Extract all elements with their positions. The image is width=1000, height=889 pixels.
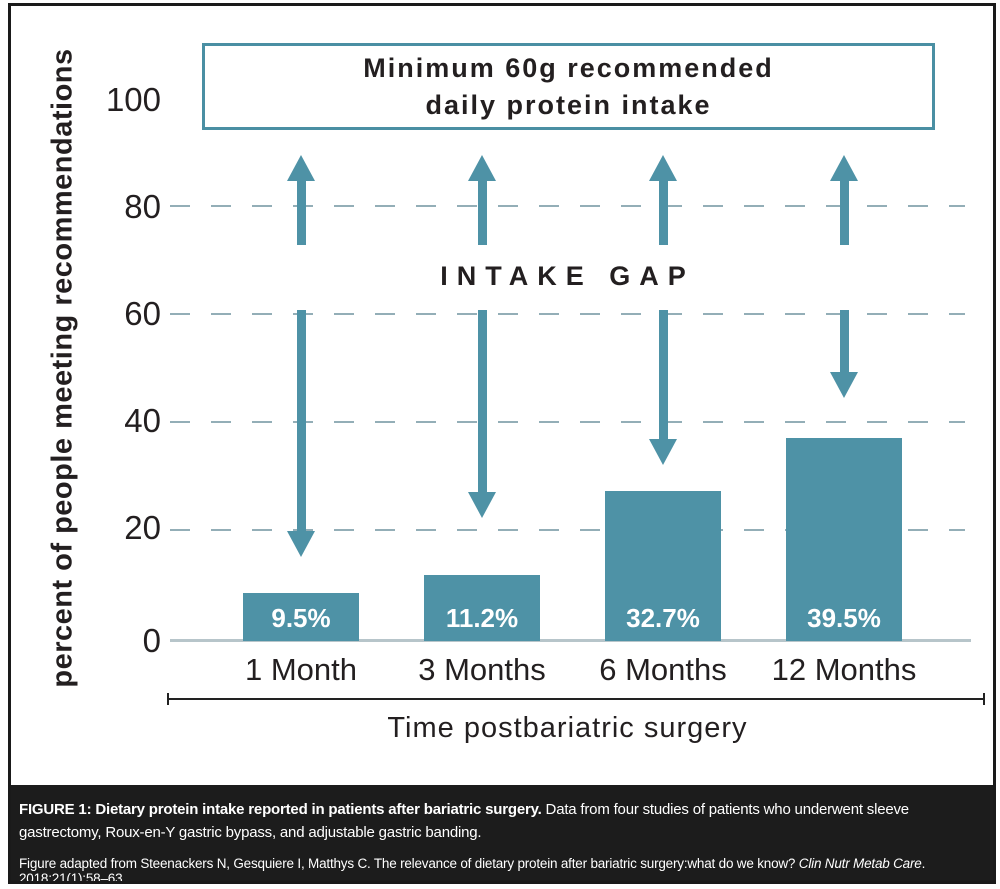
caption-line-2-prefix: Figure adapted from Steenackers N, Gesqu… [19, 855, 799, 871]
bar-6-months: 32.7% [605, 491, 721, 641]
up-arrow-shaft [839, 178, 849, 245]
bar-3-months: 11.2% [424, 575, 540, 641]
x-axis-bracket [167, 698, 985, 700]
recommendation-box-line2: daily protein intake [425, 89, 712, 120]
bar-value-label: 9.5% [271, 603, 331, 633]
down-arrow-icon [649, 439, 677, 465]
up-arrow-icon [287, 155, 315, 181]
up-arrow-icon [830, 155, 858, 181]
caption-line-2: Figure adapted from Steenackers N, Gesqu… [19, 855, 977, 884]
figure-frame: Minimum 60g recommended daily protein in… [8, 3, 996, 884]
bar-12-months: 39.5% [786, 438, 902, 641]
caption-line-1-rest: Data from four studies of patients who u… [19, 801, 909, 842]
x-axis-bracket-cap-right [983, 693, 985, 705]
y-tick-80: 80 [124, 188, 161, 225]
gridline-40 [170, 421, 965, 423]
down-arrow-shaft [296, 310, 306, 531]
up-arrow-shaft [477, 178, 487, 245]
caption-line-1: FIGURE 1: Dietary protein intake reporte… [19, 798, 977, 845]
figure-caption: FIGURE 1: Dietary protein intake reporte… [11, 785, 993, 881]
y-tick-60: 60 [124, 295, 161, 332]
x-label-12-months: 12 Months [771, 652, 917, 687]
down-arrow-icon [287, 531, 315, 557]
recommendation-box: Minimum 60g recommended daily protein in… [202, 43, 935, 130]
down-arrow-shaft [477, 310, 487, 492]
x-label-1-month: 1 Month [244, 652, 357, 687]
caption-line-2-suffix: . 2018;21(1):58–63. [19, 855, 926, 884]
x-axis-line [170, 639, 971, 642]
y-tick-20: 20 [124, 509, 161, 546]
x-axis-bracket-cap-left [167, 693, 169, 705]
caption-line-1-bold: FIGURE 1: Dietary protein intake reporte… [19, 801, 542, 818]
bar-1-month: 9.5% [243, 593, 359, 641]
x-label-3-months: 3 Months [418, 652, 546, 687]
bar-value-label: 32.7% [626, 603, 700, 633]
up-arrow-shaft [658, 178, 668, 245]
gridline-80 [170, 205, 965, 207]
down-arrow-icon [830, 372, 858, 398]
recommendation-box-line1: Minimum 60g recommended [363, 52, 774, 83]
y-tick-0: 0 [142, 622, 161, 659]
down-arrow-icon [468, 492, 496, 518]
down-arrow-shaft [658, 310, 668, 439]
x-label-6-months: 6 Months [599, 652, 727, 687]
bar-value-label: 11.2% [445, 603, 519, 633]
up-arrow-icon [468, 155, 496, 181]
x-axis-title: Time postbariatric surgery [387, 712, 748, 744]
gridline-60 [170, 313, 965, 315]
down-arrow-shaft [839, 310, 849, 372]
y-tick-40: 40 [124, 402, 161, 439]
y-tick-100: 100 [105, 81, 161, 118]
intake-gap-label: INTAKE GAP [440, 261, 695, 291]
up-arrow-shaft [296, 178, 306, 245]
y-axis-title: percent of people meeting recommendation… [46, 48, 79, 688]
caption-line-2-journal: Clin Nutr Metab Care [798, 855, 922, 871]
bar-value-label: 39.5% [807, 603, 881, 633]
gridline-20 [170, 529, 965, 531]
up-arrow-icon [649, 155, 677, 181]
